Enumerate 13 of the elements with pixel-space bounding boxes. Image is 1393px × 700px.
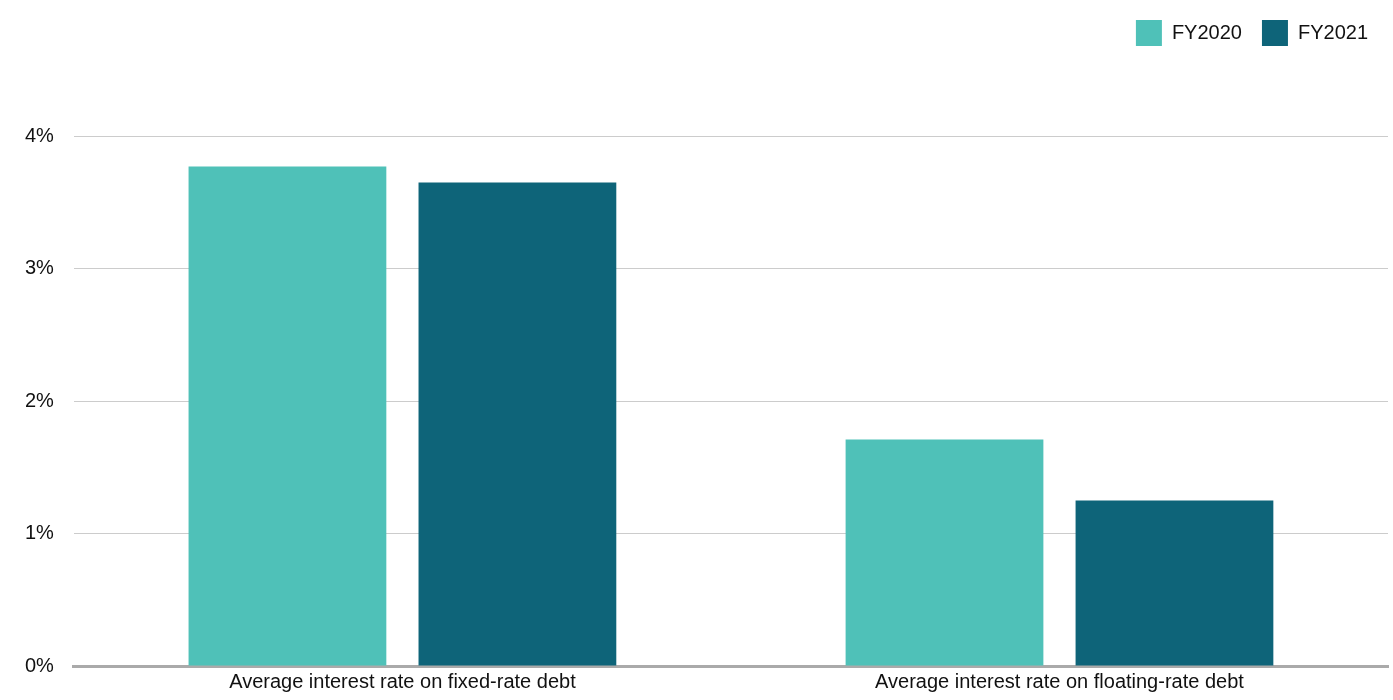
y-tick-label: 1%: [25, 521, 55, 544]
legend-label: FY2021: [1297, 20, 1369, 43]
y-tick-label: 0%: [25, 653, 55, 676]
y-tick-label: 4%: [25, 123, 55, 146]
bar: [845, 439, 1044, 666]
y-tick-label: 3%: [25, 256, 55, 279]
bar: [1075, 500, 1274, 666]
x-tick-label: Average interest rate on fixed-rate debt: [229, 669, 577, 692]
x-tick-label: Average interest rate on floating-rate debt: [875, 669, 1245, 692]
bar: [418, 182, 617, 666]
legend-label: FY2020: [1171, 20, 1242, 43]
bar: [188, 166, 387, 666]
y-tick-label: 2%: [25, 388, 55, 411]
